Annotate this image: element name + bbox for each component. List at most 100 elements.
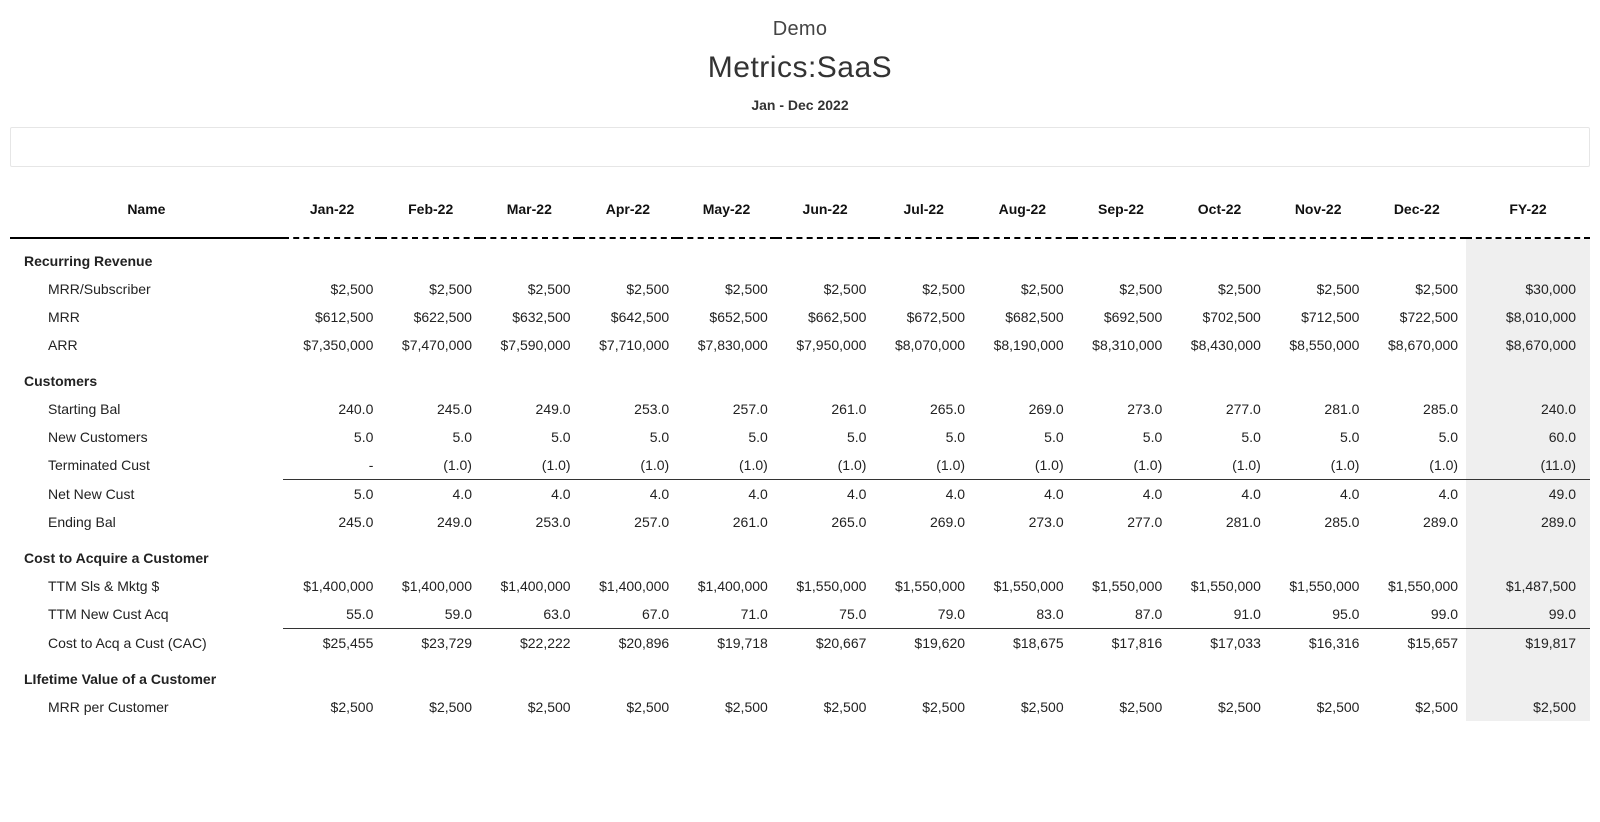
cell: 4.0	[874, 480, 973, 509]
cell: 91.0	[1170, 600, 1269, 629]
cell: $20,896	[579, 629, 678, 658]
cell: 265.0	[874, 395, 973, 423]
cell: $702,500	[1170, 303, 1269, 331]
cell	[1072, 238, 1171, 275]
cell: $692,500	[1072, 303, 1171, 331]
cell: $2,500	[579, 275, 678, 303]
cell: $722,500	[1367, 303, 1466, 331]
cell	[381, 359, 480, 395]
cell: (1.0)	[1072, 451, 1171, 480]
col-header-apr-22[interactable]: Apr-22	[579, 191, 678, 238]
col-header-oct-22[interactable]: Oct-22	[1170, 191, 1269, 238]
cell: $2,500	[1269, 693, 1368, 721]
cell	[1367, 238, 1466, 275]
cell: $19,620	[874, 629, 973, 658]
cell: 289.0	[1367, 508, 1466, 536]
row-label: Starting Bal	[10, 395, 283, 423]
col-header-mar-22[interactable]: Mar-22	[480, 191, 579, 238]
cell: 261.0	[776, 395, 875, 423]
cell: $682,500	[973, 303, 1072, 331]
cell: 281.0	[1170, 508, 1269, 536]
cell: 4.0	[480, 480, 579, 509]
cell-fy	[1466, 657, 1590, 693]
cell	[973, 657, 1072, 693]
toolbar-placeholder	[10, 127, 1590, 167]
cell	[381, 536, 480, 572]
cell: 5.0	[1367, 423, 1466, 451]
cell	[874, 359, 973, 395]
cell	[1170, 657, 1269, 693]
cell: $672,500	[874, 303, 973, 331]
col-header-nov-22[interactable]: Nov-22	[1269, 191, 1368, 238]
cell	[283, 238, 382, 275]
cell: $622,500	[381, 303, 480, 331]
cell: 257.0	[677, 395, 776, 423]
cell: $2,500	[283, 693, 382, 721]
cell	[776, 238, 875, 275]
cell: $25,455	[283, 629, 382, 658]
cell	[677, 359, 776, 395]
cell: 249.0	[381, 508, 480, 536]
section-row: Customers	[10, 359, 1590, 395]
cell: $7,350,000	[283, 331, 382, 359]
cell: $16,316	[1269, 629, 1368, 658]
cell: $22,222	[480, 629, 579, 658]
col-header-sep-22[interactable]: Sep-22	[1072, 191, 1171, 238]
row-label: Terminated Cust	[10, 451, 283, 480]
cell: $2,500	[1170, 275, 1269, 303]
cell: $1,550,000	[776, 572, 875, 600]
cell: $2,500	[973, 275, 1072, 303]
cell: $2,500	[776, 693, 875, 721]
cell: $20,667	[776, 629, 875, 658]
col-header-name[interactable]: Name	[10, 191, 283, 238]
cell: $2,500	[874, 693, 973, 721]
table-row: Terminated Cust-(1.0)(1.0)(1.0)(1.0)(1.0…	[10, 451, 1590, 480]
cell	[1072, 536, 1171, 572]
cell: $1,550,000	[1269, 572, 1368, 600]
col-header-fy-22[interactable]: FY-22	[1466, 191, 1590, 238]
cell-fy: (11.0)	[1466, 451, 1590, 480]
cell: $2,500	[1269, 275, 1368, 303]
cell-fy	[1466, 359, 1590, 395]
cell-fy	[1466, 238, 1590, 275]
cell	[776, 359, 875, 395]
col-header-feb-22[interactable]: Feb-22	[381, 191, 480, 238]
cell: 4.0	[1170, 480, 1269, 509]
report-header: Demo Metrics:SaaS Jan - Dec 2022	[0, 0, 1600, 113]
cell: $2,500	[1072, 275, 1171, 303]
cell: 4.0	[1269, 480, 1368, 509]
cell: 5.0	[283, 423, 382, 451]
col-header-jun-22[interactable]: Jun-22	[776, 191, 875, 238]
col-header-jul-22[interactable]: Jul-22	[874, 191, 973, 238]
cell-fy: $8,010,000	[1466, 303, 1590, 331]
cell-fy: 49.0	[1466, 480, 1590, 509]
cell: 5.0	[283, 480, 382, 509]
col-header-jan-22[interactable]: Jan-22	[283, 191, 382, 238]
cell: $2,500	[579, 693, 678, 721]
cell: $642,500	[579, 303, 678, 331]
table-row: New Customers5.05.05.05.05.05.05.05.05.0…	[10, 423, 1590, 451]
cell: $8,190,000	[973, 331, 1072, 359]
cell	[480, 238, 579, 275]
row-label: Customers	[10, 359, 283, 395]
cell: 4.0	[677, 480, 776, 509]
col-header-may-22[interactable]: May-22	[677, 191, 776, 238]
cell: 5.0	[776, 423, 875, 451]
col-header-aug-22[interactable]: Aug-22	[973, 191, 1072, 238]
row-label: MRR	[10, 303, 283, 331]
cell	[1269, 359, 1368, 395]
cell: 5.0	[1072, 423, 1171, 451]
cell: $2,500	[381, 693, 480, 721]
section-row: LIfetime Value of a Customer	[10, 657, 1590, 693]
cell: $7,830,000	[677, 331, 776, 359]
cell: $8,670,000	[1367, 331, 1466, 359]
cell: $8,070,000	[874, 331, 973, 359]
cell-fy: 99.0	[1466, 600, 1590, 629]
col-header-dec-22[interactable]: Dec-22	[1367, 191, 1466, 238]
cell	[480, 657, 579, 693]
row-label: TTM New Cust Acq	[10, 600, 283, 629]
cell	[874, 657, 973, 693]
cell: $1,550,000	[1170, 572, 1269, 600]
table-row: MRR$612,500$622,500$632,500$642,500$652,…	[10, 303, 1590, 331]
cell	[480, 536, 579, 572]
